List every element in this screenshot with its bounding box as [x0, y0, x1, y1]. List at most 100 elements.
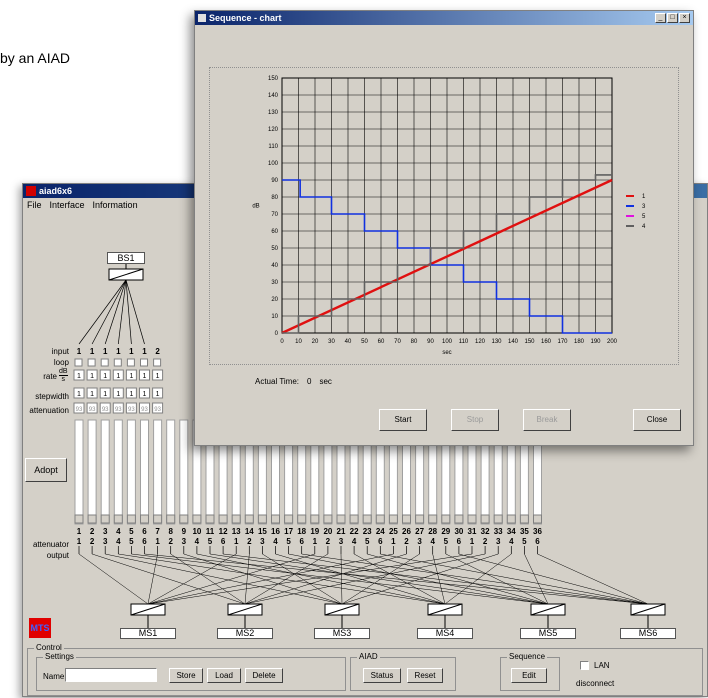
ms-wire	[432, 553, 446, 605]
rate-value: 1	[143, 373, 147, 380]
rate-field	[125, 369, 137, 381]
main-window-title: aiad6x6	[39, 186, 73, 196]
menu-interface[interactable]: Interface	[49, 200, 85, 210]
attenuator-number: 17	[284, 527, 293, 536]
attenuation-field	[73, 402, 85, 414]
output-number: 4	[273, 537, 278, 546]
output-number: 4	[509, 537, 514, 546]
attenuation-value: 93	[128, 407, 135, 413]
attenuator-number: 31	[468, 527, 477, 536]
attenuator-number: 28	[428, 527, 437, 536]
ms-wire	[131, 553, 549, 605]
attenuator-number: 15	[258, 527, 267, 536]
break-button[interactable]: Break	[523, 409, 571, 431]
load-button[interactable]: Load	[207, 668, 241, 683]
attenuator-number: 33	[494, 527, 503, 536]
input-fan-line	[125, 279, 145, 345]
bs1-label: BS1	[107, 252, 145, 264]
y-tick-label: 0	[275, 331, 279, 337]
input-fan-line	[91, 279, 127, 345]
ms-wire	[147, 553, 237, 605]
rate-value: 1	[156, 373, 160, 380]
output-number: 6	[535, 537, 540, 546]
y-tick-label: 130	[268, 110, 279, 116]
x-tick-label: 90	[427, 339, 434, 345]
slider-thumb	[284, 514, 294, 524]
ms-wire	[147, 553, 394, 605]
loop-checkbox	[126, 358, 135, 367]
ms-wire	[341, 553, 420, 605]
disconnect-label[interactable]: disconnect	[576, 679, 615, 688]
attenuator-slider	[113, 419, 123, 525]
attenuation-value: 93	[141, 407, 148, 413]
attenuation-value: 93	[154, 407, 161, 413]
attenuator-slider	[74, 419, 84, 525]
stepwidth-field	[152, 387, 164, 399]
ms-wire	[367, 553, 549, 605]
output-number: 3	[103, 537, 108, 546]
ms6-label: MS6	[620, 628, 676, 639]
close-icon[interactable]: ×	[679, 13, 690, 23]
input-number: 1	[77, 347, 82, 356]
ms-wire	[244, 553, 250, 605]
delete-button[interactable]: Delete	[245, 668, 283, 683]
control-group: Control Settings Name Store Load Delete …	[27, 643, 703, 696]
rate-field	[73, 369, 85, 381]
output-number: 1	[155, 537, 160, 546]
stop-button[interactable]: Stop	[451, 409, 499, 431]
output-number: 5	[208, 537, 213, 546]
adopt-button[interactable]: Adopt	[25, 458, 67, 482]
lan-checkbox[interactable]	[580, 661, 589, 670]
x-tick-label: 160	[541, 339, 552, 345]
edit-button[interactable]: Edit	[511, 668, 547, 683]
attenuation-field	[125, 402, 137, 414]
slider-thumb	[533, 514, 542, 524]
output-number: 2	[90, 537, 95, 546]
slider-thumb	[428, 514, 438, 524]
input-number: 1	[116, 347, 121, 356]
output-number: 4	[195, 537, 200, 546]
output-number: 5	[365, 537, 370, 546]
rate-field	[152, 369, 164, 381]
name-input[interactable]	[65, 668, 157, 682]
slider-thumb	[166, 514, 176, 524]
ms3-label: MS3	[314, 628, 370, 639]
slider-thumb	[100, 514, 110, 524]
rate-field	[99, 369, 111, 381]
attenuator-number: 11	[206, 527, 215, 536]
label-input: input	[51, 347, 69, 356]
close-button[interactable]: Close	[633, 409, 681, 431]
attenuator-number: 29	[441, 527, 450, 536]
attenuator-slider	[179, 419, 189, 525]
y-tick-label: 120	[268, 127, 279, 133]
start-button[interactable]: Start	[379, 409, 427, 431]
minimize-icon[interactable]: _	[655, 13, 666, 23]
status-button[interactable]: Status	[363, 668, 401, 683]
slider-thumb	[519, 514, 529, 524]
ms-wire	[105, 553, 343, 605]
y-tick-label: 110	[268, 144, 278, 150]
store-button[interactable]: Store	[169, 668, 203, 683]
loop-checkbox	[140, 358, 148, 367]
x-tick-label: 130	[491, 339, 502, 345]
menu-file[interactable]: File	[27, 200, 42, 210]
input-number: 1	[142, 347, 147, 356]
x-tick-label: 40	[345, 339, 352, 345]
mts-logo: MTS	[29, 618, 51, 638]
reset-button[interactable]: Reset	[407, 668, 443, 683]
ms5-label: MS5	[520, 628, 576, 639]
attenuator-number: 32	[481, 527, 490, 536]
x-tick-label: 190	[590, 339, 601, 345]
loop-checkbox	[87, 358, 96, 367]
ms-wire	[223, 553, 649, 605]
slider-thumb	[113, 514, 123, 524]
maximize-icon[interactable]: □	[667, 13, 678, 23]
stepwidth-value: 1	[90, 391, 94, 398]
ms-wire	[244, 553, 407, 605]
menu-information[interactable]: Information	[92, 200, 138, 210]
attenuator-number: 8	[168, 527, 173, 536]
x-tick-label: 0	[280, 339, 284, 345]
attenuator-slider	[100, 419, 110, 525]
chart-window-titlebar[interactable]: Sequence - chart _ □ ×	[195, 11, 693, 25]
stepwidth-field	[86, 387, 98, 399]
